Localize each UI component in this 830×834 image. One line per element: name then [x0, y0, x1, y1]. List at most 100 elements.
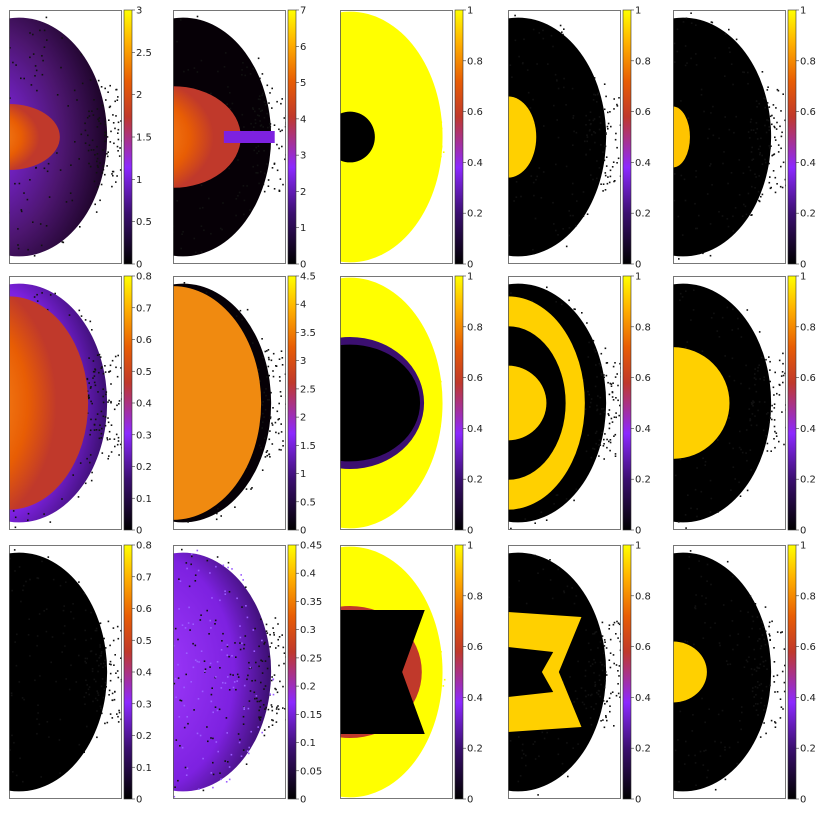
speckle — [418, 155, 420, 157]
speckle — [695, 785, 697, 787]
speckle — [101, 428, 103, 430]
speckle — [663, 384, 665, 386]
speckle — [69, 314, 71, 316]
speckle — [110, 680, 112, 682]
speckle — [85, 680, 87, 682]
speckle — [110, 383, 112, 385]
speckle — [222, 633, 224, 635]
speckle — [685, 200, 687, 202]
speckle — [593, 659, 595, 661]
speckle — [786, 163, 788, 165]
speckle — [266, 630, 268, 632]
speckle — [782, 353, 784, 355]
speckle — [431, 152, 433, 154]
speckle — [187, 768, 189, 770]
speckle — [80, 462, 82, 464]
speckle — [696, 228, 698, 230]
speckle — [598, 93, 600, 95]
speckle — [88, 111, 90, 113]
speckle — [373, 150, 375, 152]
speckle — [594, 142, 596, 144]
colorbar-tick-label: 0.6 — [635, 107, 651, 118]
speckle — [137, 422, 139, 424]
speckle — [255, 680, 257, 682]
speckle — [695, 176, 697, 178]
speckle — [249, 700, 251, 702]
speckle — [96, 690, 98, 692]
speckle — [606, 362, 608, 364]
speckle — [74, 639, 76, 641]
speckle — [539, 32, 541, 34]
speckle — [603, 458, 605, 460]
speckle — [472, 184, 474, 186]
speckle — [600, 662, 602, 664]
speckle — [114, 409, 116, 411]
speckle — [41, 292, 43, 294]
speckle — [686, 62, 688, 64]
speckle — [603, 408, 605, 410]
speckle — [111, 424, 113, 426]
speckle — [532, 99, 534, 101]
speckle — [585, 115, 587, 117]
speckle — [518, 580, 520, 582]
speckle — [736, 39, 738, 41]
speckle — [255, 119, 257, 121]
speckle — [144, 123, 146, 125]
speckle — [95, 698, 97, 700]
speckle — [259, 701, 261, 703]
speckle — [421, 100, 423, 102]
speckle — [780, 186, 782, 188]
speckle — [782, 708, 784, 710]
speckle — [268, 179, 270, 181]
speckle — [166, 561, 168, 563]
speckle — [185, 627, 187, 629]
speckle — [168, 628, 170, 630]
speckle — [264, 642, 266, 644]
speckle — [258, 183, 260, 185]
speckle — [91, 149, 93, 151]
speckle — [645, 438, 647, 440]
speckle — [574, 603, 576, 605]
speckle — [107, 722, 109, 724]
speckle — [116, 175, 118, 177]
speckle — [709, 128, 711, 130]
hot-core — [480, 96, 537, 177]
speckle — [660, 435, 662, 437]
speckle — [152, 645, 154, 647]
speckle — [644, 714, 646, 716]
colorbar — [124, 545, 132, 799]
speckle — [265, 456, 267, 458]
speckle — [85, 142, 87, 144]
colorbar-tick-label: 7 — [300, 6, 306, 17]
speckle — [496, 416, 498, 418]
speckle — [110, 401, 112, 403]
speckle — [2, 66, 4, 68]
speckle — [754, 377, 756, 379]
speckle — [763, 722, 765, 724]
speckle — [732, 309, 734, 311]
speckle — [413, 120, 415, 122]
speckle — [604, 83, 606, 85]
speckle — [271, 360, 273, 362]
speckle — [483, 141, 485, 143]
speckle — [277, 170, 279, 172]
speckle — [251, 680, 253, 682]
speckle — [96, 146, 98, 148]
speckle — [243, 707, 245, 709]
colorbar-tick-label: 2 — [136, 90, 142, 101]
speckle — [769, 147, 771, 149]
speckle — [599, 679, 601, 681]
speckle — [436, 130, 438, 132]
speckle — [481, 505, 483, 507]
speckle — [761, 683, 763, 685]
speckle — [168, 350, 170, 352]
speckle — [771, 621, 773, 623]
speckle — [14, 641, 16, 643]
speckle — [248, 708, 250, 710]
speckle — [158, 762, 160, 764]
speckle — [604, 665, 606, 667]
speckle — [567, 586, 569, 588]
speckle — [220, 515, 222, 517]
speckle — [490, 293, 492, 295]
speckle — [149, 513, 151, 515]
